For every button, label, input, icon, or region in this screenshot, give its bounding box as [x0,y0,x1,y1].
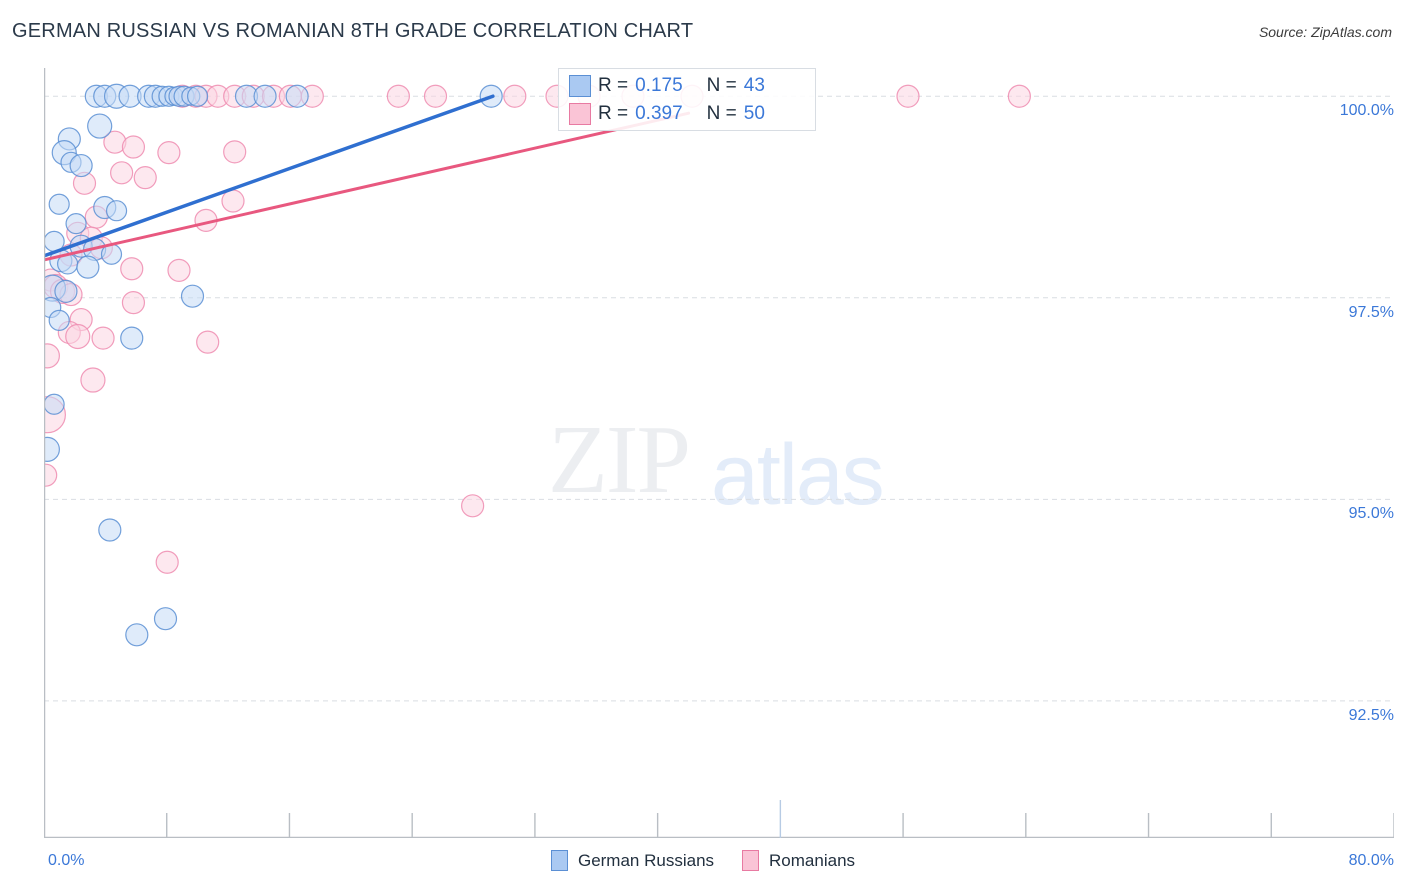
page-title: GERMAN RUSSIAN VS ROMANIAN 8TH GRADE COR… [12,20,694,42]
stat-row-german-russians: R = 0.175 N = 43 [569,72,765,100]
legend-item-romanians[interactable]: Romanians [742,850,855,871]
square-swatch-blue-icon [569,75,591,97]
scatter-plot-svg [44,68,1394,838]
y-tick-label-100: 100.0% [1339,102,1394,120]
chart-legend: German Russians Romanians [0,850,1406,871]
x-tick-label-max: 80.0% [1348,852,1394,869]
n-value-blue: 43 [743,75,765,96]
y-tick-label-97-5: 97.5% [1348,303,1394,321]
n-key-pink: N = [706,103,737,124]
x-tick-label-min: 0.0% [48,852,85,869]
r-key-blue: R = [598,75,629,96]
n-key-blue: N = [706,75,737,96]
r-key-pink: R = [598,103,629,124]
r-value-pink: 0.397 [635,103,683,124]
stat-row-romanians: R = 0.397 N = 50 [569,100,765,128]
legend-swatch-blue-icon [550,850,568,871]
y-tick-label-95: 95.0% [1348,505,1394,523]
legend-item-german-russians[interactable]: German Russians [550,850,715,871]
square-swatch-pink-icon [569,103,591,125]
n-value-pink: 50 [743,103,765,124]
y-axis-label: 8th Grade [0,321,3,388]
statistics-box: R = 0.175 N = 43 R = 0.397 N = 50 [558,68,816,131]
legend-label-romanians: Romanians [769,850,856,870]
legend-swatch-pink-icon [742,850,760,871]
legend-label-german-russians: German Russians [577,850,715,870]
r-value-blue: 0.175 [635,75,683,96]
source-attribution: Source: ZipAtlas.com [1258,24,1392,40]
y-tick-label-92-5: 92.5% [1348,706,1394,724]
plot-area [44,68,1394,838]
